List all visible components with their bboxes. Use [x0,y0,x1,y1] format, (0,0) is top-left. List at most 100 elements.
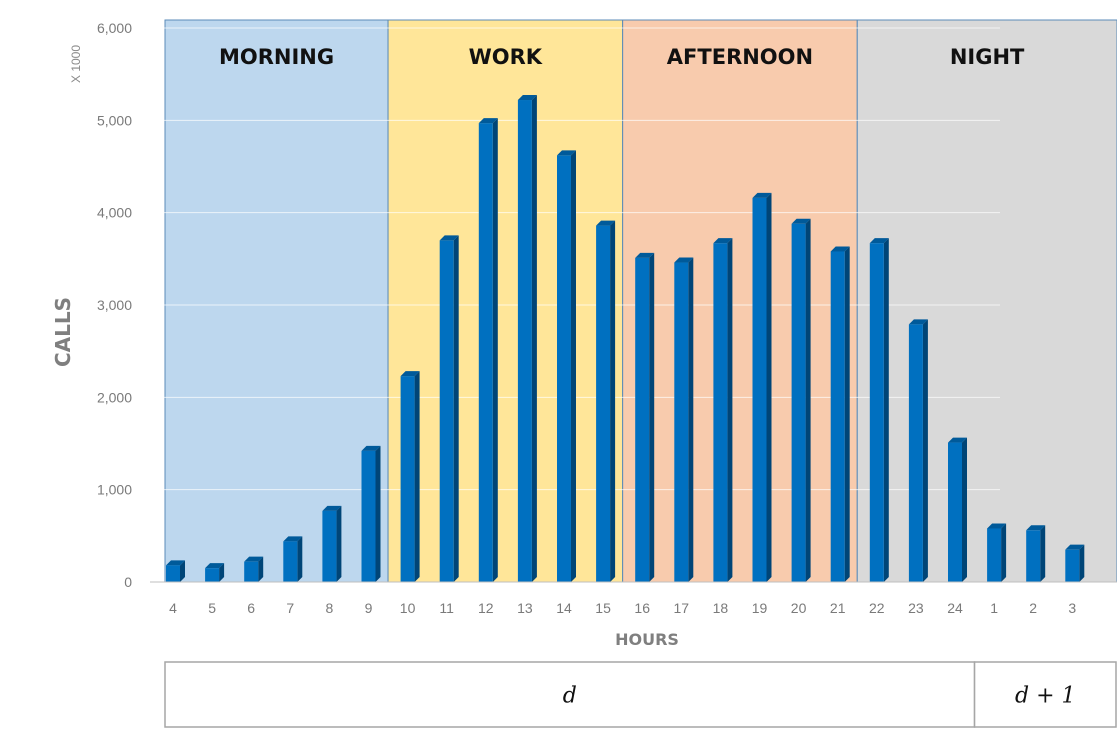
bar-top [948,437,967,443]
bar-12 [478,118,498,582]
bar-side [375,445,381,582]
bar-20 [791,218,811,582]
bar-top [987,523,1007,529]
bar-22 [869,238,889,583]
bar-side [1001,523,1007,582]
bar-side [258,556,264,582]
bar-top [869,238,889,244]
bar-front [166,565,180,582]
bar-side [336,505,342,582]
bar-front [322,510,337,582]
bar-side [766,192,772,583]
x-tick-label: 8 [326,600,334,616]
bar-front [478,123,493,582]
bars [166,95,1085,583]
bar-24 [948,437,967,582]
bar-17 [674,257,694,582]
y-axis-title: CALLS [51,297,75,367]
bar-top [205,563,225,569]
bar-10 [400,371,420,582]
bar-side [531,95,537,583]
bar-5 [205,563,225,582]
x-tick-label: 23 [908,600,924,616]
bar-7 [283,536,303,582]
y-tick-label: 2,000 [97,389,132,405]
bar-11 [439,235,459,582]
bar-front [400,376,415,582]
bar-3 [1065,544,1085,582]
x-tick-label: 11 [439,600,454,616]
day-boxes: d d + 1 [164,661,1117,728]
x-tick-label: 7 [286,600,294,616]
x-tick-label: 4 [169,600,177,616]
y-tick-label: 1,000 [97,482,132,498]
bar-top [908,319,928,325]
bar-6 [244,556,264,582]
bar-side [180,560,185,582]
y-tick-label: 6,000 [97,20,132,36]
bar-13 [517,95,537,583]
bar-top [596,220,616,226]
bar-front [674,262,689,582]
bar-front [439,240,454,582]
band-night [856,19,1117,583]
bar-21 [830,246,850,583]
x-tick-label: 2 [1029,600,1037,616]
x-tick-label: 16 [634,600,650,616]
x-tick-label: 6 [247,600,255,616]
bar-top [244,556,264,562]
x-tick-label: 9 [365,600,373,616]
band-label-work: WORK [469,45,543,69]
x-tick-label: 17 [674,600,690,616]
bar-1 [987,523,1007,582]
bar-top [439,235,459,241]
x-tick-label: 15 [595,600,611,616]
bar-side [610,220,616,583]
bar-front [361,450,376,582]
bar-front [517,100,532,583]
day-label: d + 1 [1015,684,1076,709]
band-afternoon [622,19,858,583]
bar-side [219,563,225,582]
day-box [973,661,1117,728]
bar-front [596,225,611,583]
x-tick-labels: 4 5 6 7 8 9 10 11 12 13 14 15 16 17 18 19 20 21 22 23 24 1 2 3 [169,600,1076,616]
bar-front [1065,549,1080,582]
bar-side [922,319,928,582]
bar-top [830,246,850,252]
bar-front [557,155,571,583]
bar-top [361,445,381,451]
y-tick-label: 3,000 [97,297,132,313]
bar-8 [322,505,342,582]
bar-front [987,528,1002,582]
x-tick-label: 10 [400,600,416,616]
bar-side [1040,525,1046,582]
bar-top [166,560,185,566]
band-label-afternoon: AFTERNOON [667,45,813,69]
x-tick-label: 13 [517,600,533,616]
bar-side [688,257,694,582]
bar-top [322,505,342,511]
x-tick-label: 19 [752,600,768,616]
x-tick-label: 21 [830,600,846,616]
bar-2 [1026,525,1046,582]
bar-top [1026,525,1046,531]
x-tick-label: 3 [1068,600,1076,616]
bar-top [517,95,537,101]
x-tick-label: 20 [791,600,807,616]
bar-top [283,536,303,542]
band-labels: MORNING WORK AFTERNOON NIGHT [219,45,1025,69]
x-tick-label: 12 [478,600,494,616]
bar-15 [596,220,616,583]
bar-front [830,251,845,583]
bar-top [752,192,772,198]
x-tick-label: 14 [556,600,572,616]
bar-side [414,371,420,582]
bar-front [752,197,767,583]
bar-front [205,568,220,582]
bar-front [713,243,728,583]
bar-side [844,246,850,583]
band-label-morning: MORNING [219,45,334,69]
bar-front [283,541,298,582]
day-label: d [563,684,577,709]
